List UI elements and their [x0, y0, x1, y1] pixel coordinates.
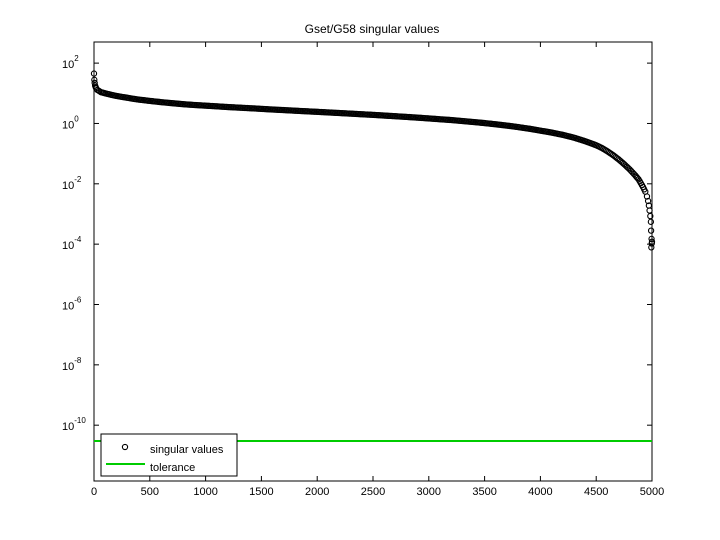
legend: singular values tolerance: [100, 433, 238, 477]
y-tick-base: 10: [62, 180, 74, 192]
axis-ticks: 0 500 1000 1500 2000 2500 3000 3500 4000 4500 5000…: [62, 42, 664, 498]
x-tick-label: 1000: [193, 486, 217, 498]
y-tick-exponent: -2: [74, 175, 82, 184]
singular-value-point: [91, 79, 98, 87]
singular-value-point: [90, 70, 98, 77]
x-tick-label: 4500: [584, 486, 608, 498]
x-tick-label: 500: [141, 486, 159, 498]
x-tick-label: 5000: [640, 486, 664, 498]
y-tick-exponent: -4: [74, 235, 82, 244]
legend-box: [100, 433, 238, 477]
x-tick-label: 0: [91, 486, 97, 498]
y-tick-base: 10: [62, 240, 74, 252]
singular-value-point: [647, 212, 654, 220]
x-tick-label: 3000: [417, 486, 441, 498]
y-tick-label: 10-10: [62, 416, 86, 433]
y-tick-base: 10: [62, 59, 74, 71]
x-tick-label: 1500: [249, 486, 273, 498]
singular-value-point: [91, 76, 98, 83]
y-tick-base: 10: [62, 119, 74, 131]
y-tick-exponent: -8: [74, 356, 82, 365]
y-tick-label: 10-8: [62, 356, 82, 373]
y-tick-exponent: 0: [74, 114, 79, 123]
x-tick-label: 3500: [472, 486, 496, 498]
x-tick-label: 2000: [305, 486, 329, 498]
legend-marker-singular-values: [121, 443, 129, 451]
chart-title: Gset/G58 singular values: [305, 22, 440, 36]
x-tick-label: 2500: [361, 486, 385, 498]
x-tick-label: 4000: [528, 486, 552, 498]
singular-value-point: [647, 218, 655, 225]
y-tick-label: 10-4: [62, 235, 82, 252]
series-singular-values: [90, 70, 656, 251]
y-tick-label: 102: [62, 54, 79, 71]
singular-value-point: [647, 227, 655, 234]
y-tick-base: 10: [62, 300, 74, 312]
y-tick-base: 10: [62, 361, 74, 373]
legend-label-singular-values: singular values: [150, 444, 224, 456]
plot-frame: [93, 41, 653, 482]
y-tick-exponent: 2: [74, 54, 79, 63]
y-tick-label: 10-6: [62, 295, 82, 312]
legend-label-tolerance: tolerance: [150, 462, 195, 474]
y-tick-label: 10-2: [62, 175, 82, 192]
y-tick-label: 100: [62, 114, 79, 131]
y-tick-base: 10: [62, 421, 74, 433]
singular-value-point: [646, 207, 653, 214]
plot-area: [90, 70, 656, 442]
y-tick-exponent: -6: [74, 295, 82, 304]
y-tick-exponent: -10: [74, 416, 86, 425]
